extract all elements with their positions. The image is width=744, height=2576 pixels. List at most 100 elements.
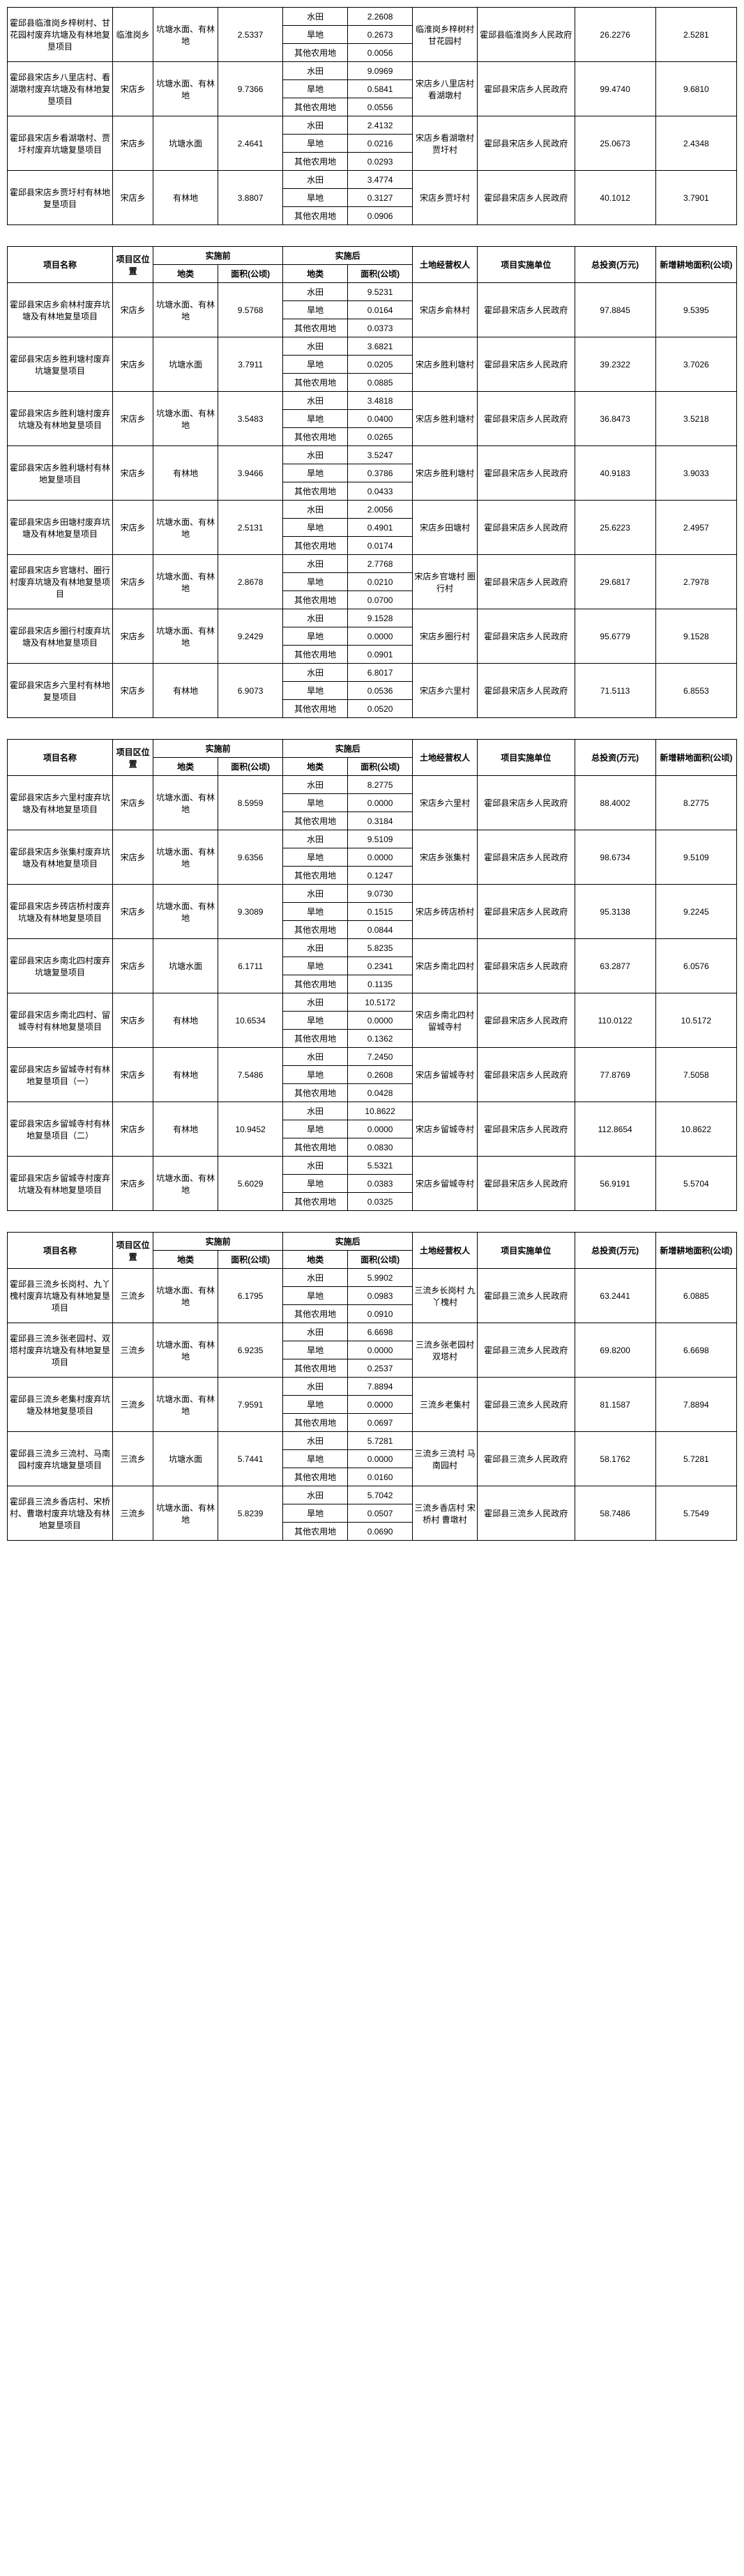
cell-atype: 其他农用地 xyxy=(283,374,348,392)
project-table: 项目名称项目区位置实施前实施后土地经营权人项目实施单位总投资(万元)新增耕地面积… xyxy=(7,1232,737,1541)
cell-invest: 63.2441 xyxy=(575,1269,655,1323)
cell-aarea: 7.2450 xyxy=(348,1048,413,1066)
cell-atype: 水田 xyxy=(283,776,348,794)
cell-owner: 宋店乡看湖墩村 贾圩村 xyxy=(413,116,478,171)
cell-btype: 坑塘水面 xyxy=(153,1432,218,1486)
cell-barea: 8.5959 xyxy=(218,776,283,830)
cell-name: 霍邱县三流乡老集村废弃坑塘及林地复垦项目 xyxy=(8,1378,113,1432)
cell-aarea: 0.0428 xyxy=(348,1084,413,1102)
table-row: 霍邱县宋店乡南北四村废弃坑塘复垦项目宋店乡坑塘水面6.1711水田5.8235宋… xyxy=(8,939,737,957)
cell-aarea: 0.1362 xyxy=(348,1030,413,1048)
cell-invest: 69.8200 xyxy=(575,1323,655,1378)
h-btype: 地类 xyxy=(153,758,218,776)
data-table: 霍邱县临淮岗乡梓树村、甘花园村废弃坑塘及有林地复垦项目临淮岗乡坑塘水面、有林地2… xyxy=(7,7,737,225)
cell-newarea: 2.7978 xyxy=(655,555,736,609)
cell-name: 霍邱县宋店乡南北四村、留城寺村有林地复垦项目 xyxy=(8,993,113,1048)
cell-unit: 霍邱县宋店乡人民政府 xyxy=(478,939,575,993)
cell-atype: 其他农用地 xyxy=(283,207,348,225)
table-row: 霍邱县宋店乡六里村废弃坑塘及有林地复垦项目宋店乡坑塘水面、有林地8.5959水田… xyxy=(8,776,737,794)
h-unit: 项目实施单位 xyxy=(478,247,575,283)
table-row: 霍邱县宋店乡圈行村废弃坑塘及有林地复垦项目宋店乡坑塘水面、有林地9.2429水田… xyxy=(8,609,737,627)
cell-loc: 宋店乡 xyxy=(113,337,153,392)
cell-aarea: 5.7281 xyxy=(348,1432,413,1450)
cell-btype: 坑塘水面 xyxy=(153,337,218,392)
cell-atype: 其他农用地 xyxy=(283,98,348,116)
cell-aarea: 0.0164 xyxy=(348,301,413,319)
cell-atype: 其他农用地 xyxy=(283,591,348,609)
cell-btype: 坑塘水面、有林地 xyxy=(153,1378,218,1432)
cell-loc: 宋店乡 xyxy=(113,609,153,664)
cell-newarea: 9.1528 xyxy=(655,609,736,664)
cell-atype: 旱地 xyxy=(283,1012,348,1030)
cell-invest: 71.5113 xyxy=(575,664,655,718)
cell-name: 霍邱县三流乡三流村、马南园村废弃坑塘复垦项目 xyxy=(8,1432,113,1486)
cell-loc: 宋店乡 xyxy=(113,501,153,555)
cell-barea: 3.8807 xyxy=(218,171,283,225)
h-aarea: 面积(公顷) xyxy=(348,758,413,776)
cell-invest: 97.8845 xyxy=(575,283,655,337)
cell-atype: 其他农用地 xyxy=(283,1305,348,1323)
cell-name: 霍邱县宋店乡八里店村、看湖墩村废弃坑塘及有林地复垦项目 xyxy=(8,62,113,116)
cell-aarea: 0.0433 xyxy=(348,482,413,501)
cell-aarea: 6.8017 xyxy=(348,664,413,682)
cell-invest: 58.7486 xyxy=(575,1486,655,1541)
cell-owner: 宋店乡留城寺村 xyxy=(413,1157,478,1211)
h-after: 实施后 xyxy=(283,740,413,758)
cell-atype: 其他农用地 xyxy=(283,428,348,446)
cell-atype: 旱地 xyxy=(283,573,348,591)
cell-invest: 25.6223 xyxy=(575,501,655,555)
cell-atype: 旱地 xyxy=(283,26,348,44)
cell-invest: 95.6779 xyxy=(575,609,655,664)
cell-atype: 其他农用地 xyxy=(283,482,348,501)
cell-atype: 其他农用地 xyxy=(283,921,348,939)
h-btype: 地类 xyxy=(153,1251,218,1269)
table-row: 霍邱县三流乡张老园村、双塔村废弃坑塘及有林地复垦项目三流乡坑塘水面、有林地6.9… xyxy=(8,1323,737,1341)
cell-invest: 36.8473 xyxy=(575,392,655,446)
cell-unit: 霍邱县宋店乡人民政府 xyxy=(478,1048,575,1102)
cell-aarea: 0.0000 xyxy=(348,848,413,867)
cell-atype: 旱地 xyxy=(283,627,348,646)
cell-owner: 三流乡老集村 xyxy=(413,1378,478,1432)
cell-aarea: 2.4132 xyxy=(348,116,413,135)
cell-atype: 水田 xyxy=(283,1432,348,1450)
cell-aarea: 0.0325 xyxy=(348,1193,413,1211)
cell-name: 霍邱县宋店乡六里村废弃坑塘及有林地复垦项目 xyxy=(8,776,113,830)
cell-atype: 水田 xyxy=(283,664,348,682)
cell-atype: 水田 xyxy=(283,1378,348,1396)
h-unit: 项目实施单位 xyxy=(478,740,575,776)
cell-name: 霍邱县宋店乡砖店桥村废弃坑塘及有林地复垦项目 xyxy=(8,885,113,939)
cell-atype: 旱地 xyxy=(283,1066,348,1084)
cell-name: 霍邱县三流乡张老园村、双塔村废弃坑塘及有林地复垦项目 xyxy=(8,1323,113,1378)
cell-loc: 宋店乡 xyxy=(113,1048,153,1102)
cell-aarea: 0.0400 xyxy=(348,410,413,428)
cell-loc: 三流乡 xyxy=(113,1486,153,1541)
cell-aarea: 0.0536 xyxy=(348,682,413,700)
cell-atype: 水田 xyxy=(283,1102,348,1120)
table-row: 霍邱县三流乡香店村、宋桥村、曹墩村废弃坑塘及有林地复垦项目三流乡坑塘水面、有林地… xyxy=(8,1486,737,1504)
cell-aarea: 0.0885 xyxy=(348,374,413,392)
table-row: 霍邱县三流乡长岗村、九丫槐村废弃坑塘及有林地复垦项目三流乡坑塘水面、有林地6.1… xyxy=(8,1269,737,1287)
cell-name: 霍邱县宋店乡胜利塘村有林地复垦项目 xyxy=(8,446,113,501)
cell-newarea: 3.9033 xyxy=(655,446,736,501)
h-btype: 地类 xyxy=(153,265,218,283)
cell-newarea: 5.7281 xyxy=(655,1432,736,1486)
cell-atype: 水田 xyxy=(283,1269,348,1287)
cell-invest: 95.3138 xyxy=(575,885,655,939)
cell-aarea: 0.1515 xyxy=(348,903,413,921)
cell-owner: 宋店乡南北四村 留城寺村 xyxy=(413,993,478,1048)
cell-atype: 其他农用地 xyxy=(283,975,348,993)
cell-btype: 坑塘水面、有林地 xyxy=(153,392,218,446)
cell-invest: 25.0673 xyxy=(575,116,655,171)
cell-unit: 霍邱县宋店乡人民政府 xyxy=(478,116,575,171)
cell-aarea: 0.0844 xyxy=(348,921,413,939)
cell-btype: 坑塘水面、有林地 xyxy=(153,885,218,939)
cell-newarea: 5.7549 xyxy=(655,1486,736,1541)
cell-owner: 宋店乡留城寺村 xyxy=(413,1102,478,1157)
cell-atype: 水田 xyxy=(283,337,348,356)
cell-aarea: 0.0910 xyxy=(348,1305,413,1323)
cell-aarea: 3.4774 xyxy=(348,171,413,189)
cell-atype: 其他农用地 xyxy=(283,1523,348,1541)
cell-unit: 霍邱县三流乡人民政府 xyxy=(478,1432,575,1486)
cell-owner: 三流乡香店村 宋桥村 曹墩村 xyxy=(413,1486,478,1541)
table-row: 霍邱县宋店乡留城寺村有林地复垦项目（一）宋店乡有林地7.5486水田7.2450… xyxy=(8,1048,737,1066)
